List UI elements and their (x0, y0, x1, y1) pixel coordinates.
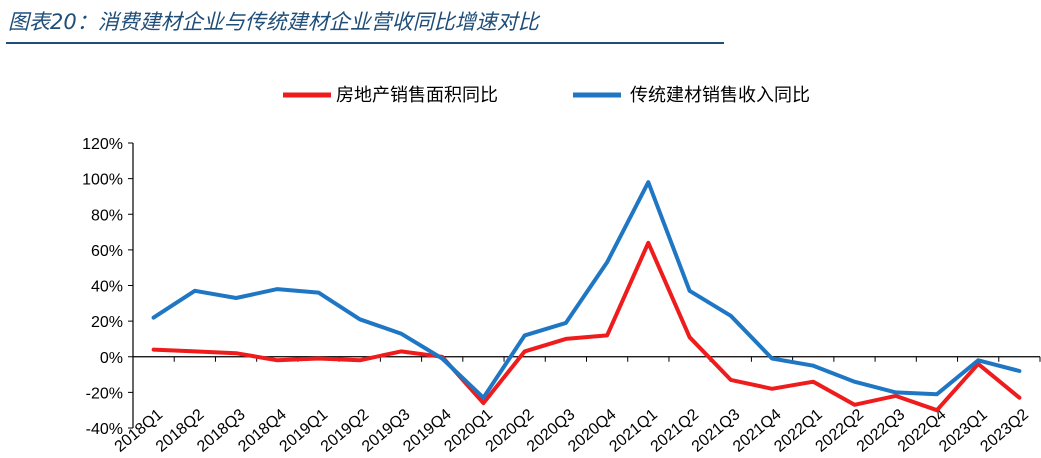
series-line-1 (151, 240, 1022, 413)
y-tick-label: -20% (86, 385, 123, 402)
data-point (317, 357, 321, 361)
data-point (811, 380, 815, 384)
data-point (152, 316, 156, 320)
data-point (193, 349, 197, 353)
data-point (275, 358, 279, 362)
data-point (894, 390, 898, 394)
data-point (935, 392, 939, 396)
data-point (481, 401, 485, 405)
data-point (770, 357, 774, 361)
data-point (523, 333, 527, 337)
data-point (358, 317, 362, 321)
legend-label-1: 房地产销售面积同比 (336, 85, 498, 106)
data-point (399, 332, 403, 336)
data-point (852, 403, 856, 407)
data-point (234, 296, 238, 300)
data-point (729, 378, 733, 382)
series-lines (151, 180, 1022, 413)
data-point (852, 380, 856, 384)
data-point (1017, 369, 1021, 373)
data-point (894, 394, 898, 398)
figure-title: 图表20：消费建材企业与传统建材企业营收同比增速对比 (8, 10, 539, 34)
data-point (811, 364, 815, 368)
y-tick-label: 80% (91, 207, 123, 224)
data-point (152, 348, 156, 352)
data-point (358, 358, 362, 362)
y-axis: 120% 100% 80% 60% 40% 20% 0% -20% -40% (82, 136, 134, 438)
data-point (193, 289, 197, 293)
data-point (564, 337, 568, 341)
data-point (399, 349, 403, 353)
legend-label-2: 传统建材销售收入同比 (630, 85, 810, 106)
data-point (234, 351, 238, 355)
y-tick-label: -40% (86, 421, 123, 438)
y-tick-label: 40% (91, 279, 123, 296)
data-point (770, 387, 774, 391)
data-point (688, 289, 692, 293)
data-point (729, 314, 733, 318)
series-line-2 (151, 180, 1022, 400)
y-tick-label: 120% (82, 136, 123, 153)
data-point (646, 180, 650, 184)
title-underline (6, 42, 724, 44)
y-tick-label: 0% (100, 350, 123, 367)
data-point (976, 358, 980, 362)
y-tick-label: 20% (91, 314, 123, 331)
y-tick-label: 60% (91, 243, 123, 260)
data-point (275, 287, 279, 291)
legend: 房地产销售面积同比 传统建材销售收入同比 (283, 85, 810, 106)
data-point (646, 241, 650, 245)
data-point (605, 260, 609, 264)
data-point (688, 335, 692, 339)
data-point (1017, 396, 1021, 400)
data-point (523, 349, 527, 353)
data-point (564, 321, 568, 325)
data-point (481, 396, 485, 400)
data-point (605, 333, 609, 337)
data-point (440, 357, 444, 361)
y-tick-label: 100% (82, 172, 123, 189)
data-point (317, 291, 321, 295)
data-point (935, 408, 939, 412)
x-axis: 2018Q12018Q22018Q32018Q42019Q12019Q22019… (112, 356, 1041, 456)
